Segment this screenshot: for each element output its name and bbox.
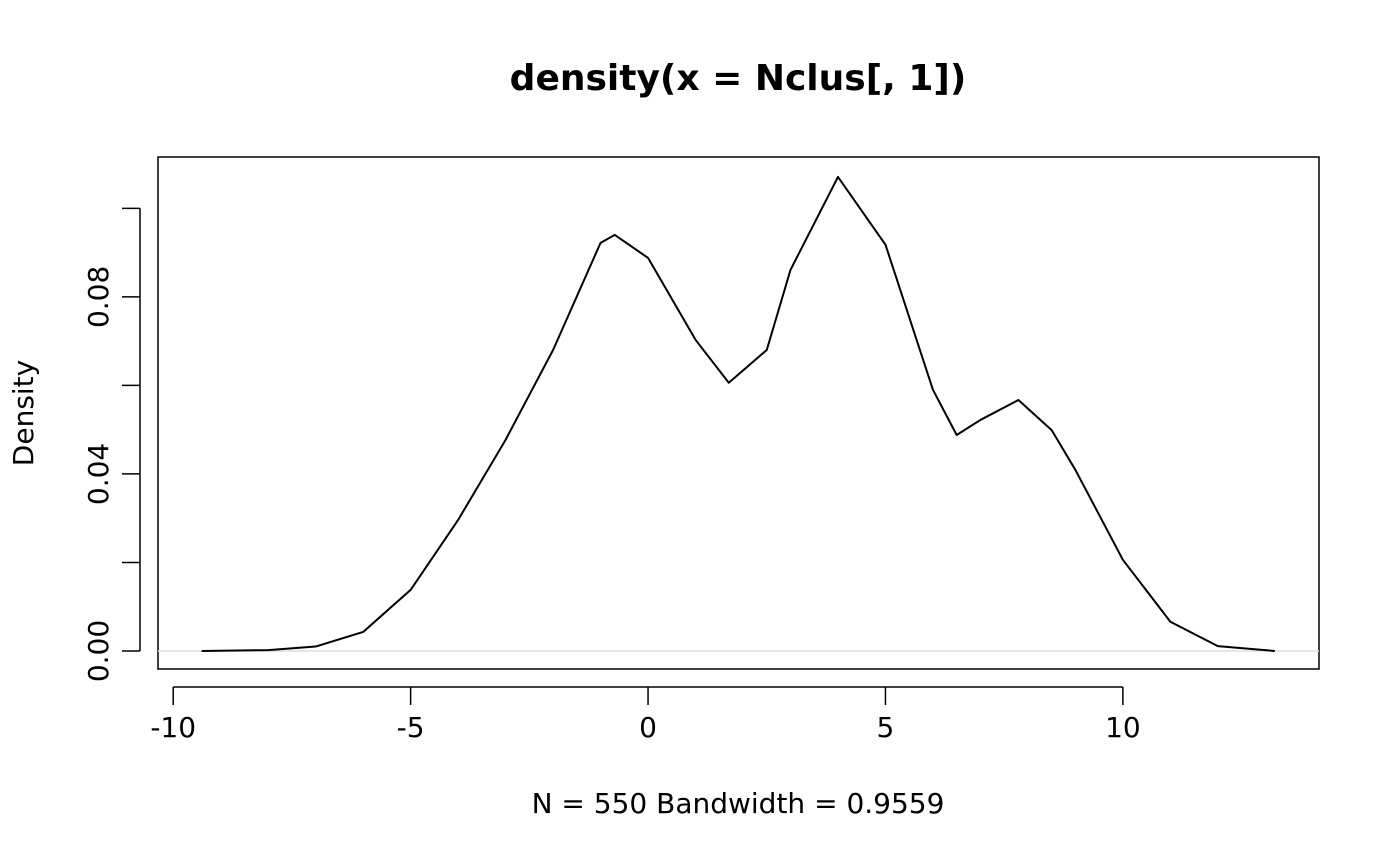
y-tick-label: 0.08: [82, 266, 115, 328]
x-tick-label: -10: [150, 711, 196, 744]
y-tick-label: 0.04: [82, 443, 115, 505]
x-tick-label: 10: [1105, 711, 1141, 744]
x-tick-label: 5: [877, 711, 895, 744]
density-line: [201, 175, 1275, 652]
x-axis-label: N = 550 Bandwidth = 0.9559: [532, 787, 945, 820]
plot-frame: [157, 156, 1320, 670]
y-axis-label: Density: [7, 360, 40, 466]
y-tick-label: 0.00: [82, 620, 115, 682]
chart-title: density(x = Nclus[, 1]): [510, 58, 967, 99]
x-tick-label: -5: [397, 711, 425, 744]
x-tick-label: 0: [639, 711, 657, 744]
